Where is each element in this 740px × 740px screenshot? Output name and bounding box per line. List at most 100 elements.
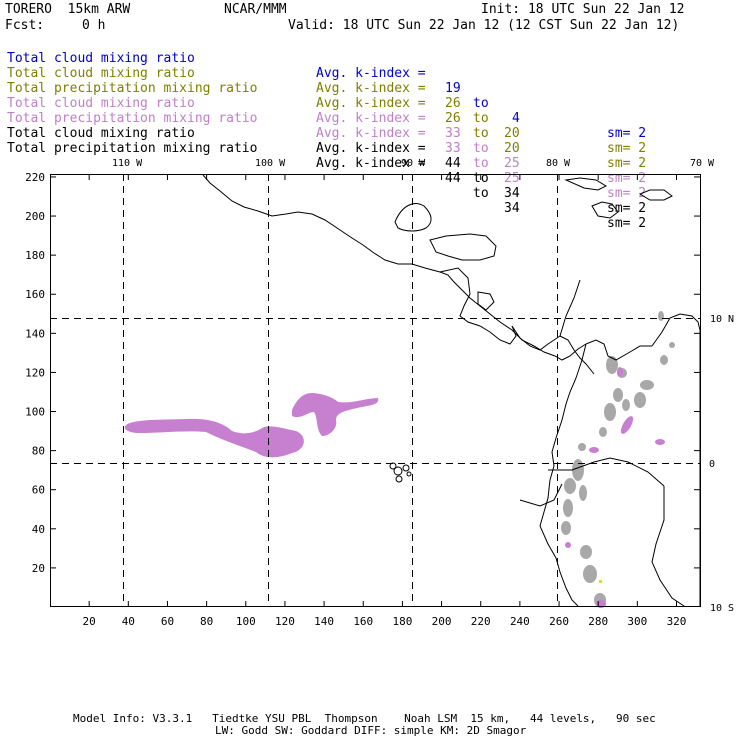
legend-from: 26 [445, 96, 461, 111]
lon-label: 100 W [255, 158, 286, 169]
legend-label: Avg. k-index = [316, 96, 426, 111]
y-tick-label: 140 [25, 327, 45, 340]
x-tick-label: 200 [432, 615, 452, 628]
legend-label: Avg. k-index = [316, 126, 426, 141]
legend-to: 34 [504, 186, 520, 201]
lat-label: 0 [709, 459, 715, 470]
x-tick-label: 120 [275, 615, 295, 628]
map-frame [50, 174, 701, 607]
legend-sm: sm= 2 [607, 156, 647, 171]
x-tick-label: 260 [549, 615, 569, 628]
x-tick-label: 20 [83, 615, 96, 628]
physics-info: LW: Godd SW: Goddard DIFF: simple KM: 2D… [215, 724, 527, 737]
y-tick-label: 20 [32, 562, 45, 575]
y-tick-label: 160 [25, 288, 45, 301]
y-tick-label: 60 [32, 484, 45, 497]
x-tick-label: 320 [667, 615, 687, 628]
legend-from: 26 [445, 111, 461, 126]
legend-label: Avg. k-index = [316, 81, 426, 96]
legend-row: Total cloud mixing ratio Avg. k-index = … [7, 36, 646, 156]
init-time: Init: 18 UTC Sun 22 Jan 12 [481, 2, 685, 17]
coastlines [202, 174, 701, 607]
x-tick-label: 160 [353, 615, 373, 628]
legend-sm: sm= 2 [607, 141, 647, 156]
parallel-lines [50, 318, 700, 464]
legend-field: Total cloud mixing ratio [7, 51, 195, 66]
lon-label: 90 W [401, 158, 426, 169]
legend-sm: sm= 2 [607, 126, 647, 141]
x-tick-label: 280 [588, 615, 608, 628]
legend-field: Total precipitation mixing ratio [7, 81, 258, 96]
y-tick-label: 80 [32, 445, 45, 458]
y-tick-label: 180 [25, 249, 45, 262]
lon-label: 70 W [690, 158, 715, 169]
model-info: Model Info: V3.3.1 Tiedtke YSU PBL Thomp… [73, 712, 656, 725]
lon-label: 110 W [112, 158, 143, 169]
x-tick-label: 80 [200, 615, 213, 628]
legend-sm: sm= 2 [607, 216, 647, 231]
x-tick-label: 140 [314, 615, 334, 628]
legend-field: Total precipitation mixing ratio [7, 111, 258, 126]
legend-label: Avg. k-index = [316, 66, 426, 81]
legend-to-word: to [473, 126, 489, 141]
legend-to: 20 [504, 126, 520, 141]
longitude-labels: 110 W 100 W 90 W 80 W 70 W [112, 158, 715, 169]
model-title: TORERO 15km ARW [5, 2, 131, 17]
x-tick-label: 40 [122, 615, 135, 628]
y-axis-ticks: 20 40 60 80 100 120 140 160 180 200 220 [25, 171, 700, 575]
precipitation-area-land-purple [565, 367, 665, 608]
x-tick-label: 220 [471, 615, 491, 628]
legend-to: 34 [504, 201, 520, 216]
precipitation-area-land [561, 311, 675, 607]
galapagos-islands [389, 462, 412, 483]
legend-to: 25 [504, 156, 520, 171]
forecast-value: 0 h [82, 18, 106, 33]
x-tick-label: 60 [161, 615, 174, 628]
y-tick-label: 120 [25, 366, 45, 379]
y-tick-label: 100 [25, 406, 45, 419]
legend-to-word: to [473, 111, 489, 126]
x-tick-label: 180 [392, 615, 412, 628]
legend-from: 33 [445, 141, 461, 156]
legend-field: Total precipitation mixing ratio [7, 141, 258, 156]
lat-label: 10 N [710, 314, 734, 325]
x-axis-ticks: 20 40 60 80 100 120 140 160 180 200 220 240 260 280 30… [83, 174, 687, 628]
legend-to-word: to [473, 96, 489, 111]
cloud-mixing-area-pacific [124, 393, 379, 458]
x-tick-label: 100 [236, 615, 256, 628]
legend-field: Total cloud mixing ratio [7, 96, 195, 111]
legend-row: Total cloud mixing ratio Avg. k-index = … [7, 81, 646, 201]
legend-to-word: to [473, 156, 489, 171]
x-tick-label: 300 [627, 615, 647, 628]
legend-from: 44 [445, 156, 461, 171]
legend-row: Total precipitation mixing ratio Avg. k-… [7, 126, 646, 246]
precipitation-speck-yellow [599, 580, 602, 583]
legend-to-word: to [473, 141, 489, 156]
x-tick-label: 240 [510, 615, 530, 628]
legend-from: 19 [445, 81, 461, 96]
legend-row: Total precipitation mixing ratio Avg. k-… [7, 66, 646, 186]
y-tick-label: 200 [25, 210, 45, 223]
rain-areas [124, 311, 675, 608]
legend-field: Total cloud mixing ratio [7, 66, 195, 81]
legend-label: Avg. k-index = [316, 156, 426, 171]
valid-time: Valid: 18 UTC Sun 22 Jan 12 (12 CST Sun … [288, 18, 680, 33]
y-tick-label: 220 [25, 171, 45, 184]
meridian-lines [123, 174, 558, 607]
latitude-labels: 10 N 0 10 S [709, 314, 734, 614]
legend-from: 33 [445, 126, 461, 141]
lat-label: 10 S [710, 603, 734, 614]
legend-label: Avg. k-index = [316, 111, 426, 126]
legend-field: Total cloud mixing ratio [7, 126, 195, 141]
legend-row: Total cloud mixing ratio Avg. k-index = … [7, 51, 646, 171]
organization: NCAR/MMM [224, 2, 287, 17]
legend-to-word: to [473, 186, 489, 201]
legend-to: 4 [512, 111, 520, 126]
legend-label: Avg. k-index = [316, 141, 426, 156]
forecast-label: Fcst: [5, 18, 45, 33]
lon-label: 80 W [546, 158, 571, 169]
y-tick-label: 40 [32, 523, 45, 536]
legend-row: Total precipitation mixing ratio Avg. k-… [7, 96, 646, 216]
legend-to: 20 [504, 141, 520, 156]
